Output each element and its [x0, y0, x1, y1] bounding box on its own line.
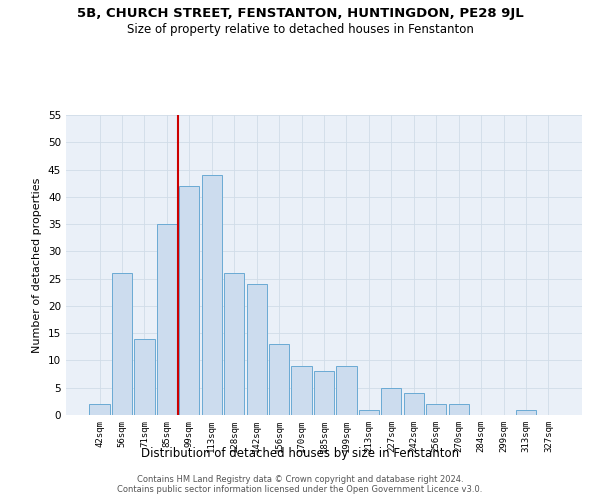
Bar: [292, 366, 311, 415]
Bar: [516, 410, 536, 415]
Text: Size of property relative to detached houses in Fenstanton: Size of property relative to detached ho…: [127, 22, 473, 36]
Y-axis label: Number of detached properties: Number of detached properties: [32, 178, 43, 352]
Bar: [426, 404, 446, 415]
Bar: [314, 372, 334, 415]
Bar: [247, 284, 267, 415]
Bar: [179, 186, 199, 415]
Bar: [337, 366, 356, 415]
Bar: [404, 393, 424, 415]
Bar: [269, 344, 289, 415]
Text: 5B, CHURCH STREET, FENSTANTON, HUNTINGDON, PE28 9JL: 5B, CHURCH STREET, FENSTANTON, HUNTINGDO…: [77, 8, 523, 20]
Bar: [224, 273, 244, 415]
Bar: [157, 224, 177, 415]
Bar: [134, 338, 155, 415]
Bar: [359, 410, 379, 415]
Bar: [89, 404, 110, 415]
Bar: [381, 388, 401, 415]
Bar: [202, 175, 222, 415]
Bar: [449, 404, 469, 415]
Bar: [112, 273, 132, 415]
Text: Contains HM Land Registry data © Crown copyright and database right 2024.
Contai: Contains HM Land Registry data © Crown c…: [118, 474, 482, 494]
Text: Distribution of detached houses by size in Fenstanton: Distribution of detached houses by size …: [141, 448, 459, 460]
